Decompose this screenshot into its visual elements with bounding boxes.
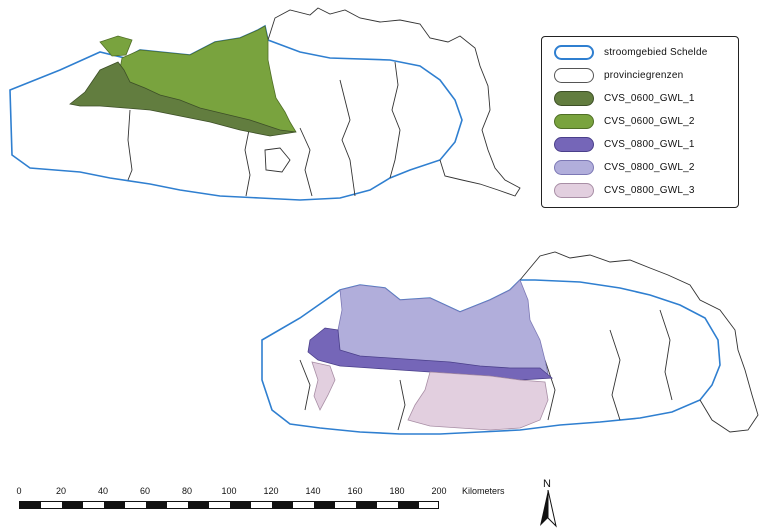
legend-item-cvs-0600-gwl-2: CVS_0600_GWL_2 <box>554 112 695 130</box>
scale-segment <box>209 502 230 508</box>
scale-tick-label: 160 <box>347 486 363 496</box>
legend-swatch-cvs-0800-gwl-3 <box>554 182 594 198</box>
legend-item-cvs-0800-gwl-3: CVS_0800_GWL_3 <box>554 181 695 199</box>
scale-segment <box>251 502 272 508</box>
scale-bar-graphic <box>19 501 439 509</box>
legend-label-provinces: provinciegrenzen <box>604 69 684 81</box>
scale-segment <box>314 502 335 508</box>
legend-swatch-basin <box>554 44 594 60</box>
cvs-0800-gwl-3-west <box>311 361 336 411</box>
scale-segment <box>62 502 83 508</box>
legend-swatch-cvs-0600-gwl-1 <box>554 90 594 106</box>
scale-segment <box>104 502 125 508</box>
legend-label-cvs-0600-gwl-1: CVS_0600_GWL_1 <box>604 92 695 104</box>
north-arrow: N <box>536 478 560 528</box>
scale-segment <box>377 502 398 508</box>
scale-segment <box>20 502 41 508</box>
scale-tick-label: 120 <box>263 486 279 496</box>
north-arrow-icon <box>540 490 557 528</box>
north-letter: N <box>543 478 551 490</box>
scale-segment <box>335 502 356 508</box>
legend-item-cvs-0800-gwl-1: CVS_0800_GWL_1 <box>554 135 695 153</box>
legend-item-cvs-0800-gwl-2: CVS_0800_GWL_2 <box>554 158 695 176</box>
legend-item-provinces: provinciegrenzen <box>554 66 683 84</box>
province-borders-bottom <box>299 309 673 431</box>
legend-swatch-cvs-0600-gwl-2 <box>554 113 594 129</box>
scale-segment <box>356 502 377 508</box>
scale-segment <box>293 502 314 508</box>
scale-segment <box>41 502 62 508</box>
legend: stroomgebied Schelde provinciegrenzen CV… <box>541 36 739 208</box>
legend-label-cvs-0800-gwl-1: CVS_0800_GWL_1 <box>604 138 695 150</box>
legend-swatch-cvs-0800-gwl-1 <box>554 136 594 152</box>
cvs-0800-gwl-3-area <box>407 371 549 431</box>
map-bottom <box>261 251 759 435</box>
cvs-0800-gwl-1-area <box>307 327 554 381</box>
scale-tick-label: 180 <box>389 486 405 496</box>
scale-tick-label: 60 <box>139 486 151 496</box>
scale-segment <box>398 502 419 508</box>
cvs-0600-gwl-2-small <box>99 35 133 57</box>
legend-item-basin: stroomgebied Schelde <box>554 43 708 61</box>
legend-label-basin: stroomgebied Schelde <box>604 46 708 58</box>
scale-segment <box>83 502 104 508</box>
province-outline-top-north <box>267 7 521 197</box>
map-top <box>9 7 521 201</box>
scale-segment <box>146 502 167 508</box>
cvs-0600-gwl-1-area <box>69 61 297 137</box>
legend-swatch-provinces <box>554 67 594 83</box>
legend-label-cvs-0600-gwl-2: CVS_0600_GWL_2 <box>604 115 695 127</box>
scale-segment <box>125 502 146 508</box>
legend-item-cvs-0600-gwl-1: CVS_0600_GWL_1 <box>554 89 695 107</box>
scale-segment <box>230 502 251 508</box>
legend-label-cvs-0800-gwl-3: CVS_0800_GWL_3 <box>604 184 695 196</box>
scale-bar: 0 20 40 60 80 100 120 140 160 180 200 Ki… <box>10 486 520 526</box>
scale-segment <box>188 502 209 508</box>
scale-tick-label: 20 <box>55 486 67 496</box>
scale-tick-label: 100 <box>221 486 237 496</box>
legend-swatch-cvs-0800-gwl-2 <box>554 159 594 175</box>
scale-segment <box>419 502 438 508</box>
scale-tick-label: 40 <box>97 486 109 496</box>
scale-tick-label: 200 <box>431 486 447 496</box>
scale-segment <box>167 502 188 508</box>
province-outline-bottom-north <box>519 251 759 433</box>
legend-label-cvs-0800-gwl-2: CVS_0800_GWL_2 <box>604 161 695 173</box>
province-borders-top <box>127 61 401 197</box>
scale-segment <box>272 502 293 508</box>
scale-unit-label: Kilometers <box>462 486 505 496</box>
scale-tick-label: 140 <box>305 486 321 496</box>
scale-tick-label: 0 <box>16 486 22 496</box>
scale-tick-label: 80 <box>181 486 193 496</box>
